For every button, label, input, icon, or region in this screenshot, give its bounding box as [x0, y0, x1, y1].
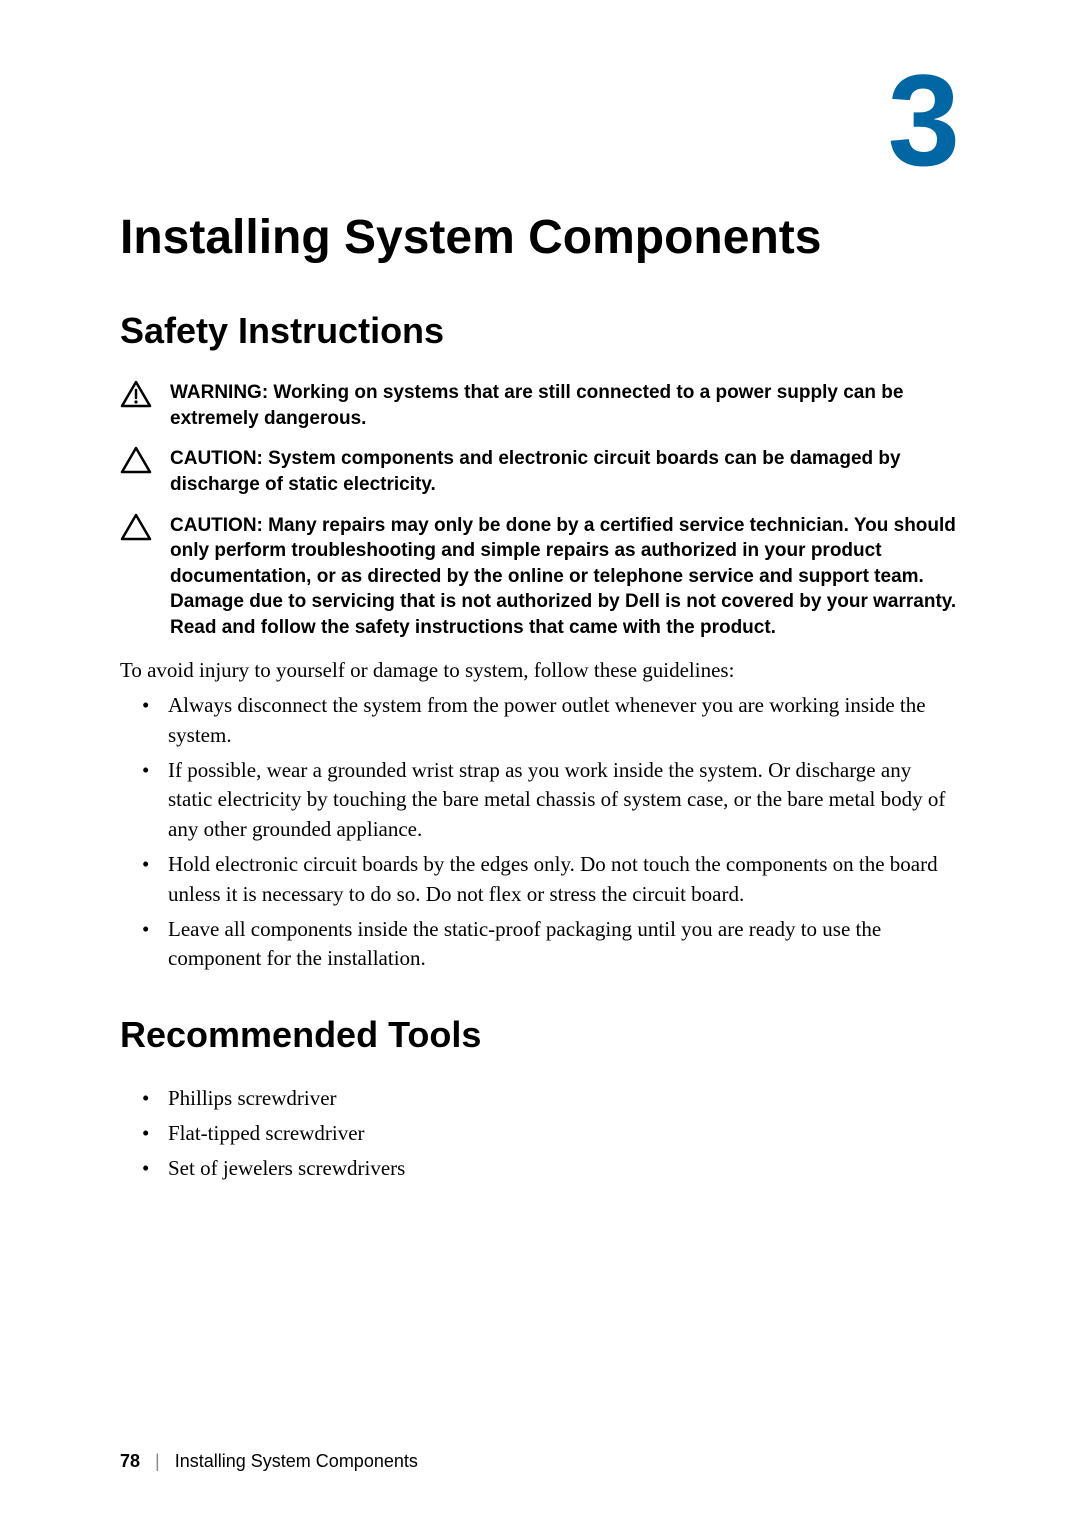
list-item: Set of jewelers screwdrivers	[142, 1154, 960, 1183]
guidelines-intro: To avoid injury to yourself or damage to…	[120, 656, 960, 685]
caution-text-1: CAUTION: System components and electroni…	[170, 446, 960, 497]
footer-title: Installing System Components	[175, 1451, 418, 1471]
list-item: If possible, wear a grounded wrist strap…	[142, 756, 960, 844]
list-item: Leave all components inside the static-p…	[142, 915, 960, 974]
caution-text-2: CAUTION: Many repairs may only be done b…	[170, 513, 960, 641]
warning-icon	[120, 380, 152, 408]
caution-icon	[120, 446, 152, 474]
section-title-tools: Recommended Tools	[120, 1014, 960, 1056]
tools-list: Phillips screwdriver Flat-tipped screwdr…	[142, 1084, 960, 1184]
warning-row: WARNING: Working on systems that are sti…	[120, 380, 960, 431]
list-item: Flat-tipped screwdriver	[142, 1119, 960, 1148]
guidelines-list: Always disconnect the system from the po…	[142, 691, 960, 974]
chapter-title: Installing System Components	[120, 210, 960, 265]
caution-row-2: CAUTION: Many repairs may only be done b…	[120, 513, 960, 641]
page-number: 78	[120, 1451, 140, 1471]
section-title-safety: Safety Instructions	[120, 310, 960, 352]
caution-row-1: CAUTION: System components and electroni…	[120, 446, 960, 497]
page-footer: 78 | Installing System Components	[120, 1451, 418, 1472]
list-item: Hold electronic circuit boards by the ed…	[142, 850, 960, 909]
caution-icon	[120, 513, 152, 541]
list-item: Always disconnect the system from the po…	[142, 691, 960, 750]
list-item: Phillips screwdriver	[142, 1084, 960, 1113]
chapter-number: 3	[888, 55, 960, 185]
footer-separator: |	[155, 1451, 160, 1471]
warning-text: WARNING: Working on systems that are sti…	[170, 380, 960, 431]
